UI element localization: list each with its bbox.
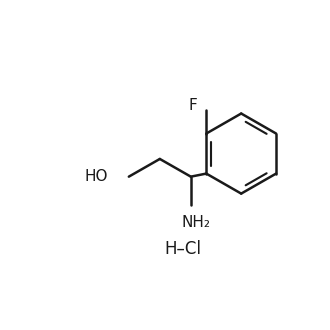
Text: HO: HO bbox=[84, 169, 108, 184]
Text: NH₂: NH₂ bbox=[182, 215, 211, 230]
Text: F: F bbox=[189, 98, 198, 113]
Text: H–Cl: H–Cl bbox=[165, 240, 202, 258]
